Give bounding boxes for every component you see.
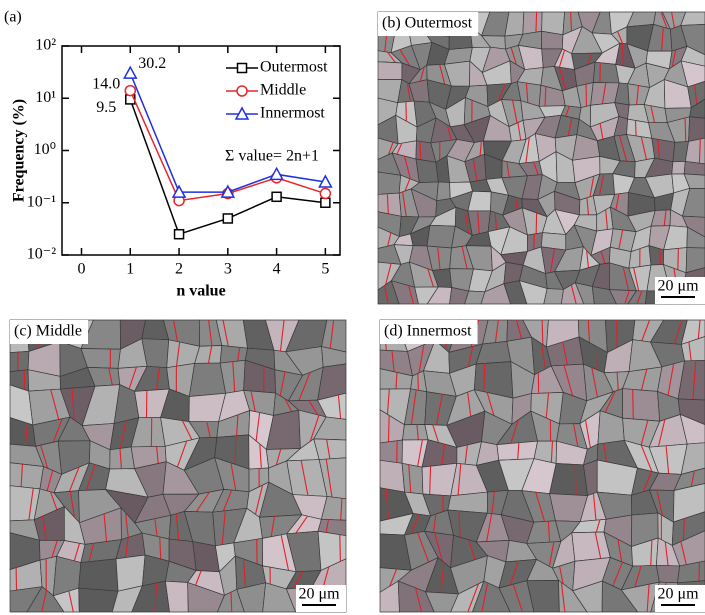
y-axis-label: Frequency (%) <box>11 99 28 202</box>
scale-label: 20 μm <box>657 278 699 295</box>
marker <box>272 192 281 201</box>
grain <box>448 492 488 513</box>
twin-boundary <box>545 86 546 106</box>
twin-boundary <box>633 389 634 419</box>
micrograph <box>380 320 705 612</box>
twin-boundary <box>678 248 679 269</box>
y-tick-label: 10⁻¹ <box>27 193 56 210</box>
marker <box>320 189 330 199</box>
grain <box>689 117 705 142</box>
panel-label: (b) Outermost <box>382 15 473 32</box>
grain <box>189 363 225 396</box>
x-axis-label: n value <box>176 283 225 300</box>
y-tick-label: 10⁰ <box>34 141 56 158</box>
y-tick-label: 10¹ <box>35 89 56 106</box>
micrograph <box>10 320 346 612</box>
scale-label: 20 μm <box>298 586 340 603</box>
grain <box>10 351 29 371</box>
grain <box>380 460 405 492</box>
grain <box>497 441 538 460</box>
grain <box>685 138 705 164</box>
grain <box>402 463 423 494</box>
grain <box>544 289 564 304</box>
twin-boundary <box>388 415 389 441</box>
scale-label: 20 μm <box>657 586 699 603</box>
twin-boundary <box>542 320 543 345</box>
y-tick-label: 10² <box>35 37 56 54</box>
twin-boundary <box>683 519 684 541</box>
data-label: 30.2 <box>138 55 166 72</box>
twin-boundary <box>685 118 686 142</box>
data-label: 14.0 <box>92 75 120 92</box>
panel-label: (d) Innermost <box>384 323 472 340</box>
grain <box>116 555 145 591</box>
legend-label: Innermost <box>260 105 325 122</box>
grain <box>623 389 660 422</box>
x-tick-label: 0 <box>78 261 86 278</box>
grain <box>542 12 565 35</box>
y-tick-label: 10⁻² <box>27 246 56 263</box>
x-tick-label: 5 <box>321 261 329 278</box>
grain <box>10 463 44 489</box>
twin-boundary <box>534 234 535 249</box>
grain <box>427 225 455 248</box>
annotation: Σ value= 2n+1 <box>225 148 319 165</box>
marker <box>124 67 136 78</box>
marker <box>237 86 247 96</box>
marker <box>271 168 283 179</box>
twin-boundary <box>24 370 25 390</box>
grain <box>79 559 118 591</box>
twin-boundary <box>623 43 624 65</box>
x-tick-label: 4 <box>273 261 281 278</box>
grain <box>380 440 403 463</box>
grain <box>550 463 588 495</box>
grain <box>110 447 135 469</box>
legend-label: Middle <box>260 82 306 99</box>
marker <box>125 86 135 96</box>
grain <box>672 161 686 174</box>
figure: (a) 10⁻² 10⁻¹ 10⁰ 10¹ 10² 0 1 2 3 4 5 n value Frequen… <box>0 0 705 615</box>
twin-boundary <box>597 347 598 370</box>
grain <box>572 532 611 561</box>
x-tick-label: 2 <box>175 261 183 278</box>
x-tick-label: 1 <box>126 261 134 278</box>
twin-boundary <box>418 373 419 390</box>
grain <box>593 62 619 83</box>
twin-boundary <box>406 102 407 121</box>
twin-boundary <box>235 436 236 464</box>
grain <box>416 159 438 183</box>
twin-boundary <box>635 120 636 135</box>
data-label: 9.5 <box>96 99 116 116</box>
grain <box>523 12 542 34</box>
panel-label: (c) Middle <box>14 323 82 340</box>
twin-boundary <box>231 592 232 612</box>
micrograph <box>378 12 705 304</box>
legend-label: Outermost <box>260 59 328 76</box>
marker <box>238 64 247 73</box>
twin-boundary <box>536 12 537 32</box>
twin-boundary <box>340 535 341 562</box>
grain <box>378 62 402 80</box>
panel-label: (a) <box>4 9 22 26</box>
grain <box>79 588 118 612</box>
grain <box>437 182 451 201</box>
grain <box>81 349 120 369</box>
grain <box>165 581 188 612</box>
grain <box>378 172 401 194</box>
grain <box>684 161 705 175</box>
marker <box>321 198 330 207</box>
grain <box>656 565 679 583</box>
x-tick-label: 3 <box>224 261 232 278</box>
grain <box>403 424 429 440</box>
marker <box>223 214 232 223</box>
marker <box>175 230 184 239</box>
